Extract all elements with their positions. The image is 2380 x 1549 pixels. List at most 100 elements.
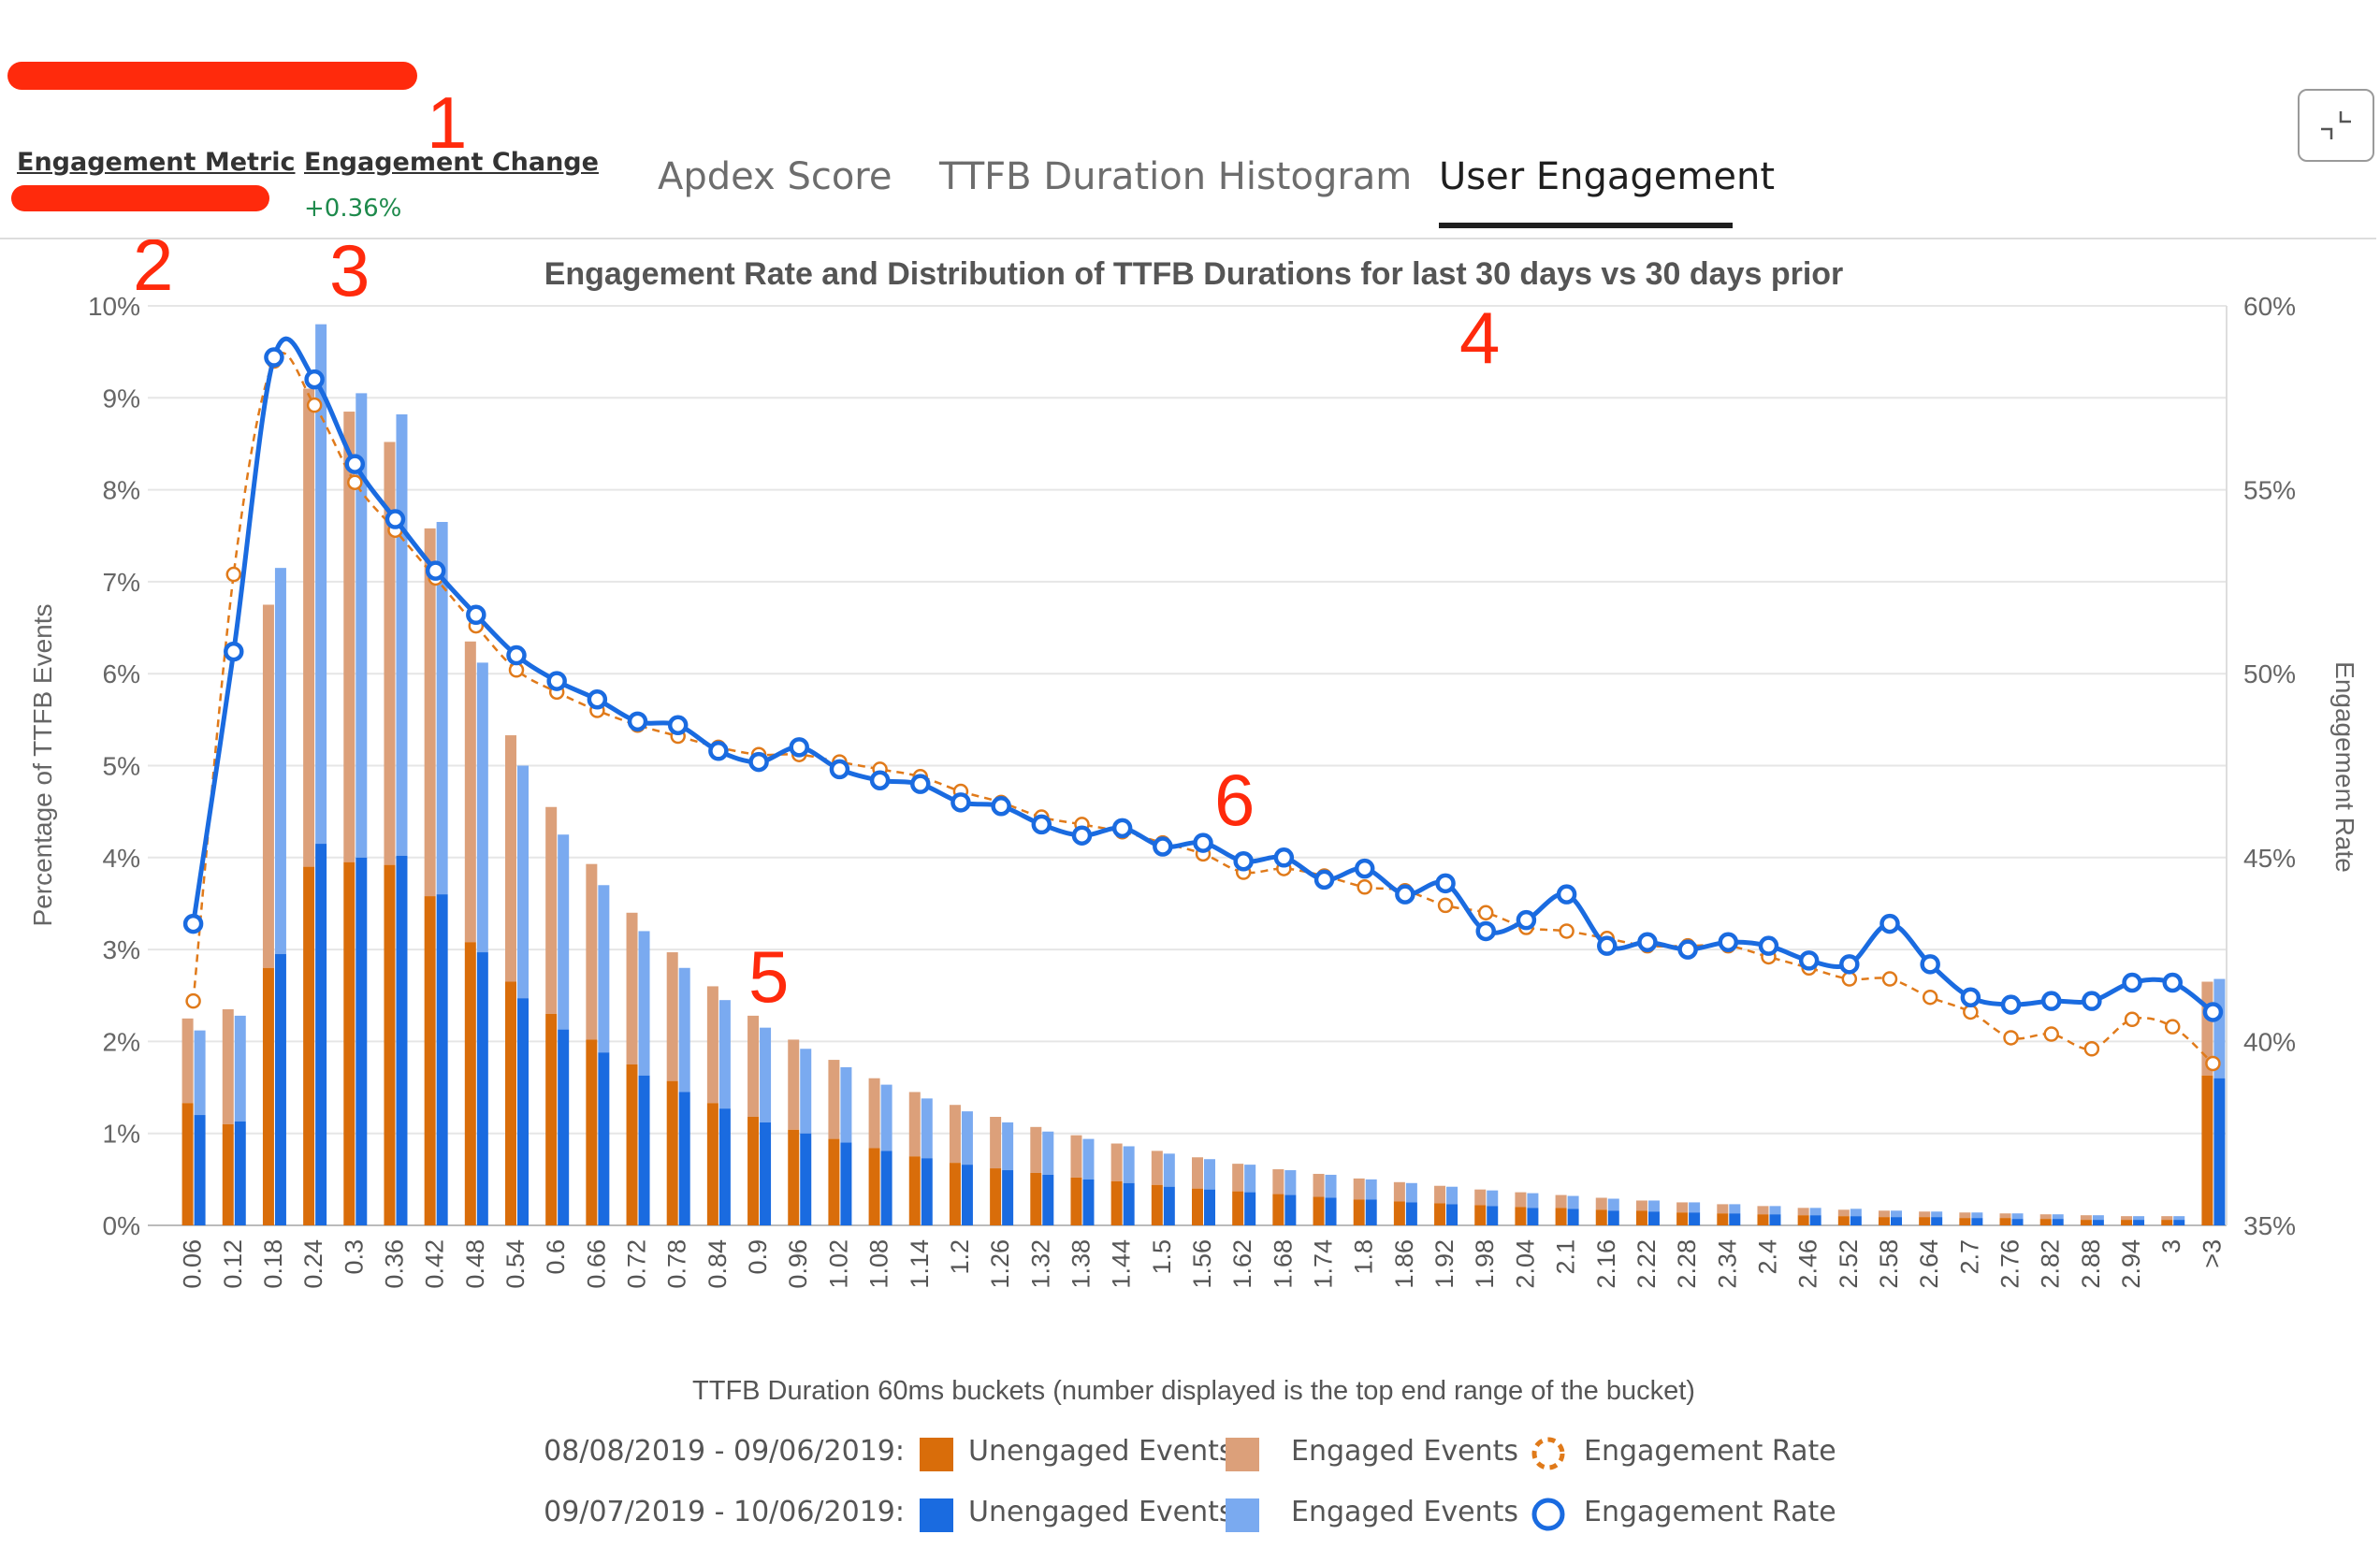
- tab-ttfb-duration-histogram[interactable]: TTFB Duration Histogram: [939, 155, 1413, 198]
- collapse-button[interactable]: [2298, 89, 2374, 162]
- x-tick-label: 1.32: [1026, 1239, 1054, 1289]
- rate-point-current: [385, 509, 406, 529]
- y-tick-label: 0%: [103, 1211, 140, 1240]
- legend-current-unengaged: Unengaged Events: [968, 1496, 1234, 1528]
- bar-unengaged: [1487, 1206, 1499, 1225]
- bar-engaged: [949, 1105, 961, 1164]
- x-tick-label: 3: [2157, 1239, 2185, 1253]
- x-tick-label: 0.72: [623, 1239, 651, 1289]
- bar-unengaged: [517, 998, 529, 1225]
- bar-engaged: [558, 834, 570, 1030]
- bar-unengaged: [1757, 1214, 1769, 1225]
- rate-point-current: [304, 369, 325, 390]
- bar-unengaged: [2161, 1220, 2173, 1225]
- bar-engaged: [921, 1098, 933, 1159]
- x-tick-label: 1.26: [986, 1239, 1014, 1289]
- bar-engaged: [1123, 1146, 1135, 1183]
- rate-point-prior: [2043, 1026, 2059, 1042]
- rate-point-prior: [1922, 989, 1938, 1006]
- bar-unengaged: [1030, 1172, 1042, 1225]
- x-axis-title: TTFB Duration 60ms buckets (number displ…: [692, 1376, 1695, 1406]
- rate-point-current: [1395, 884, 1415, 905]
- bar-engaged: [1434, 1185, 1446, 1204]
- y2-axis-title: Engagement Rate: [2330, 661, 2359, 873]
- rate-point-current: [951, 792, 971, 813]
- rate-point-current: [748, 751, 769, 773]
- bar-unengaged: [598, 1052, 610, 1225]
- bar-unengaged: [747, 1117, 760, 1225]
- y-tick-label: 2%: [103, 1027, 140, 1056]
- bar-engaged: [2011, 1213, 2024, 1220]
- x-tick-label: 2.4: [1753, 1239, 1781, 1275]
- bar-unengaged: [2080, 1220, 2092, 1225]
- tab-apdex-score[interactable]: Apdex Score: [658, 155, 892, 198]
- y-tick-label: 7%: [103, 568, 140, 597]
- bar-unengaged: [476, 952, 488, 1225]
- bar-unengaged: [1082, 1179, 1095, 1225]
- bar-unengaged: [424, 896, 436, 1225]
- x-tick-label: 0.9: [744, 1239, 772, 1275]
- bar-engaged: [424, 528, 436, 897]
- bar-engaged: [436, 522, 448, 895]
- bar-unengaged: [1717, 1213, 1729, 1225]
- x-tick-label: 1.38: [1067, 1239, 1095, 1289]
- annotation-6: 6: [1214, 759, 1255, 841]
- bar-engaged: [1163, 1153, 1175, 1187]
- bar-engaged: [181, 1018, 194, 1104]
- bar-unengaged: [626, 1064, 638, 1225]
- bar-engaged: [908, 1092, 921, 1157]
- y-tick-label: 10%: [88, 292, 140, 321]
- rate-point-prior: [2003, 1030, 2019, 1046]
- engagement-metric-label[interactable]: Engagement Metric: [17, 148, 296, 177]
- rate-point-current: [1637, 932, 1658, 952]
- rate-point-current: [1153, 836, 1173, 857]
- x-tick-label: 1.02: [824, 1239, 852, 1289]
- bar-unengaged: [990, 1168, 1002, 1225]
- bar-unengaged: [760, 1122, 772, 1225]
- rate-point-current: [1839, 954, 1860, 975]
- rate-point-current: [1313, 869, 1335, 890]
- bar-unengaged: [1607, 1210, 1619, 1225]
- engagement-change-label[interactable]: Engagement Change: [304, 148, 599, 177]
- x-tick-label: 2.94: [2117, 1239, 2145, 1289]
- bar-unengaged: [2173, 1220, 2185, 1225]
- x-tick-label: 2.82: [2037, 1239, 2065, 1289]
- rate-point-prior: [1357, 879, 1372, 895]
- bar-engaged: [1446, 1186, 1458, 1205]
- rate-point-current: [2162, 972, 2183, 993]
- bar-unengaged: [2039, 1219, 2052, 1225]
- bar-engaged: [1891, 1210, 1902, 1218]
- bar-engaged: [505, 735, 516, 982]
- bar-engaged: [638, 931, 650, 1076]
- bar-unengaged: [1647, 1211, 1660, 1225]
- x-tick-label: 2.28: [1673, 1239, 1701, 1289]
- bar-engaged: [1769, 1206, 1781, 1215]
- bar-unengaged: [1689, 1212, 1701, 1225]
- active-tab-underline: [1439, 223, 1733, 228]
- bar-engaged: [1192, 1157, 1203, 1189]
- rate-point-prior: [2083, 1041, 2100, 1057]
- bar-unengaged: [800, 1133, 812, 1225]
- bar-unengaged: [1002, 1170, 1014, 1225]
- y2-tick-label: 55%: [2243, 476, 2296, 505]
- bar-engaged: [747, 1015, 760, 1118]
- engagement-change-value: +0.36%: [304, 195, 402, 223]
- bar-engaged: [1757, 1206, 1769, 1215]
- bar-engaged: [1002, 1122, 1014, 1171]
- engagement-rate-line-current: [191, 336, 2214, 1014]
- tab-user-engagement[interactable]: User Engagement: [1439, 155, 1776, 198]
- bar-engaged: [1607, 1198, 1619, 1211]
- bar-engaged: [1272, 1169, 1284, 1194]
- x-tick-label: 2.16: [1592, 1239, 1620, 1289]
- rate-point-prior: [1963, 1004, 1979, 1021]
- bar-unengaged: [880, 1151, 892, 1225]
- bar-unengaged: [1070, 1177, 1082, 1225]
- bar-unengaged: [788, 1129, 800, 1225]
- bar-unengaged: [1353, 1199, 1365, 1225]
- bar-unengaged: [1042, 1174, 1054, 1225]
- rate-point-current: [182, 913, 204, 934]
- x-tick-label: 0.24: [299, 1239, 327, 1289]
- bar-unengaged: [1405, 1202, 1417, 1225]
- bar-unengaged: [1676, 1212, 1689, 1225]
